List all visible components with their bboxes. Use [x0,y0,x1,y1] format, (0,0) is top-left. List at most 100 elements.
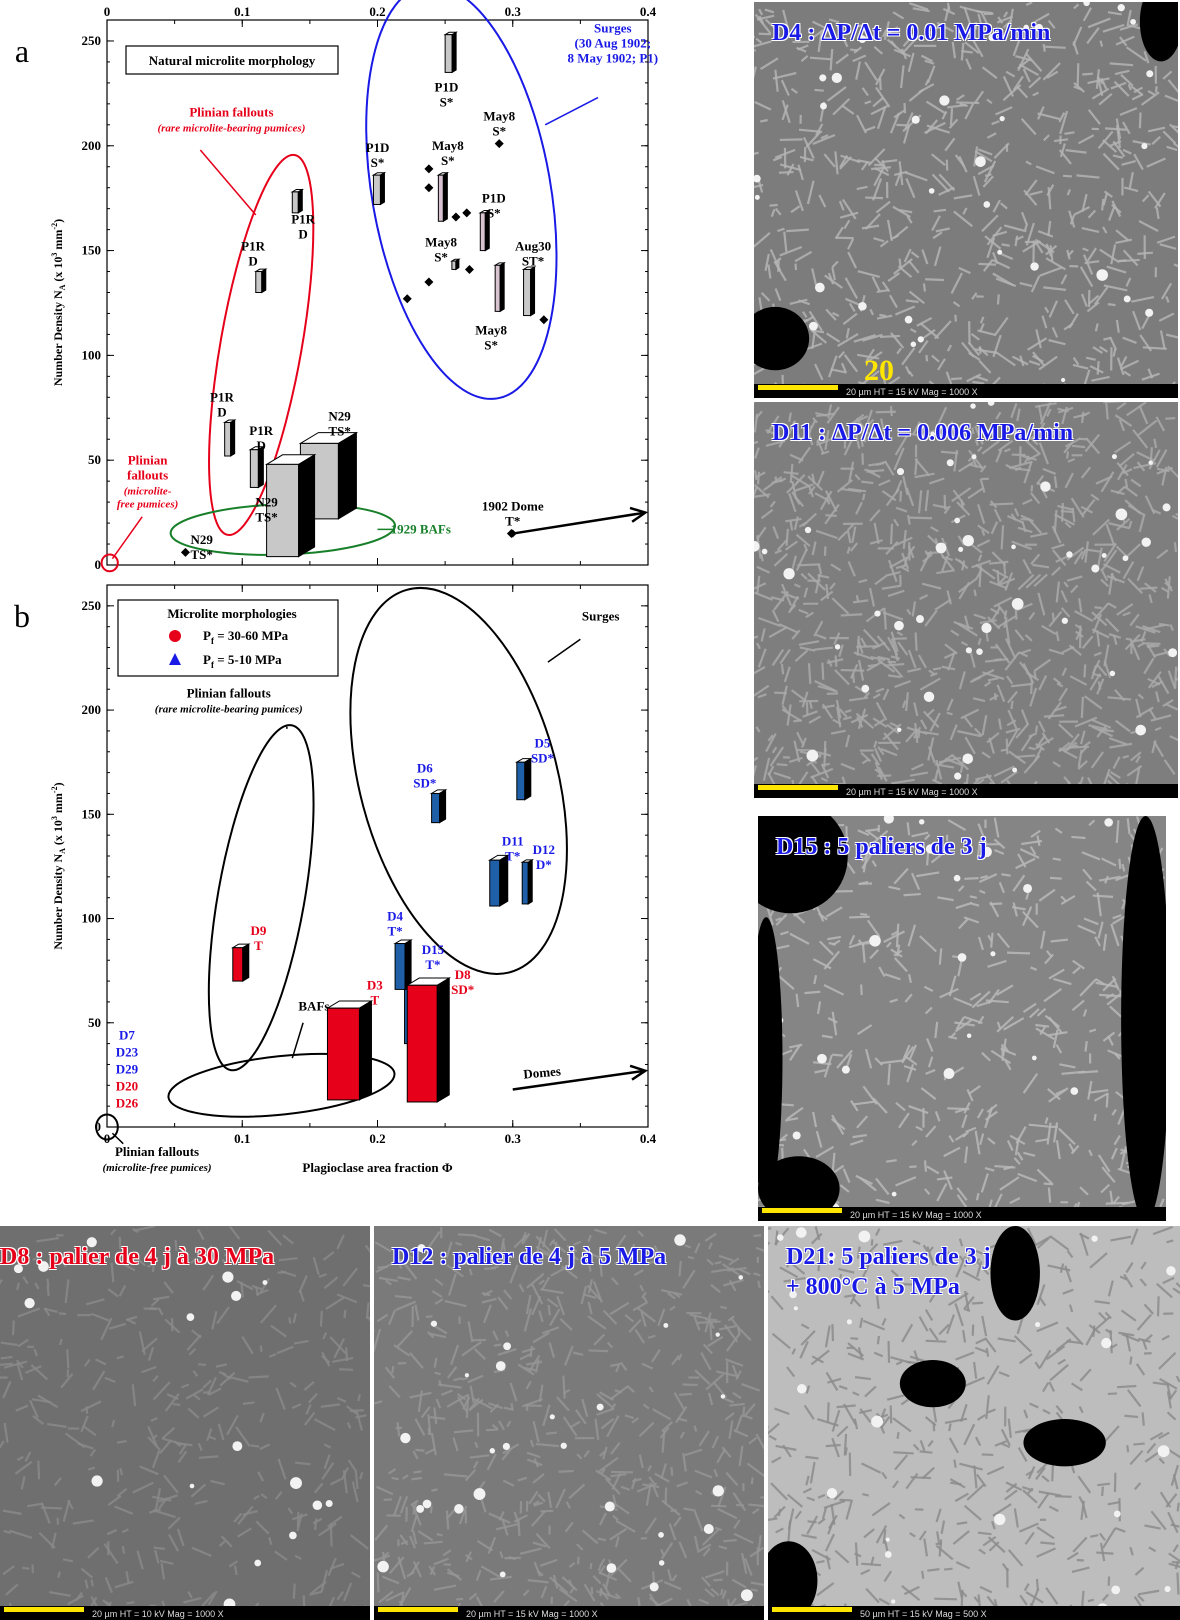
micro-feature [961,1114,968,1129]
micro-feature [799,114,802,124]
micro-feature [517,1476,528,1482]
micro-feature [874,1057,884,1066]
micro-feature [549,1414,555,1420]
micro-feature [1134,1566,1145,1576]
micro-feature [1072,26,1083,47]
micro-feature [761,548,768,555]
micro-feature [1046,408,1052,417]
micro-feature [885,570,901,577]
micro-feature [930,847,951,864]
data-point [451,212,461,222]
micro-feature [519,1501,523,1514]
micro-feature [634,1328,646,1344]
micro-feature [298,1275,308,1294]
micro-feature [735,1503,744,1507]
micro-feature [750,1588,758,1592]
micro-feature [138,1331,146,1355]
micro-feature [659,1426,670,1439]
micro-feature [958,918,969,930]
micro-feature [959,1403,968,1422]
micro-feature [870,656,886,662]
micro-feature [125,1571,130,1584]
micro-feature [875,460,887,467]
micro-feature [199,1591,216,1609]
micro-feature [1023,883,1032,893]
micro-feature [1030,492,1041,505]
micro-feature [887,674,901,679]
micro-feature [116,1487,128,1497]
micro-feature [1142,346,1167,350]
micro-feature [1169,735,1178,746]
micro-feature [707,1335,724,1347]
micro-feature [532,1331,550,1344]
micro-feature [1021,521,1027,533]
micro-feature [610,1363,620,1368]
y-tick-label: 0 [95,1119,102,1134]
scale-number: 20 [864,354,894,387]
micro-feature [382,1575,400,1585]
micro-feature [57,1571,61,1578]
micro-feature [1030,553,1041,565]
micro-feature [799,699,819,703]
micro-feature [783,1276,806,1283]
micro-feature [847,487,867,493]
micro-feature [992,272,1014,287]
micro-feature [1118,1498,1121,1522]
micro-feature [651,1484,659,1498]
micro-feature [1000,1442,1011,1449]
micro-feature [1019,355,1025,367]
micro-feature [718,1254,734,1262]
micro-feature [760,628,766,642]
micro-feature [1084,260,1100,265]
micro-feature [976,539,991,548]
micro-feature [1037,720,1046,733]
micro-feature [763,476,783,492]
micro-feature [772,71,797,80]
caption-d12: D12 : palier de 4 j à 5 MPa [392,1244,667,1270]
micro-feature [722,1278,744,1287]
micro-feature [858,880,869,886]
micro-feature [992,230,1008,237]
micro-feature [869,949,880,960]
micro-feature [806,1515,819,1535]
prism-bar [248,445,266,489]
micro-feature [808,485,816,495]
micro-feature [696,1543,712,1554]
micro-feature [1084,433,1101,453]
micro-feature [1040,930,1046,949]
micro-feature [322,1251,335,1261]
micro-feature [788,493,797,513]
micro-feature [977,936,984,951]
micro-feature [960,42,965,61]
data-label: N29 [190,532,213,547]
micro-feature [1129,639,1141,661]
micro-feature [347,1459,356,1471]
micro-feature [709,1322,713,1341]
micro-feature [745,1415,753,1420]
micro-feature [203,1391,211,1394]
micro-feature [817,1247,822,1272]
micro-feature [1107,11,1122,16]
micro-feature [147,1347,155,1361]
micro-feature [846,530,852,544]
micro-feature [1090,751,1104,769]
micro-feature [1121,863,1126,872]
micro-feature [893,867,909,885]
micro-feature [816,412,836,418]
micro-feature [963,1015,983,1025]
micro-feature [1035,329,1042,349]
micro-feature [312,1500,323,1510]
scale-bar [4,1607,84,1612]
micro-feature [576,1556,580,1565]
prism-side [379,171,385,206]
micro-feature [1011,598,1024,610]
micro-feature [411,1476,423,1481]
micro-feature [430,1332,447,1339]
micro-feature [166,1393,179,1401]
micro-feature [832,311,840,317]
micro-feature [977,1594,982,1610]
micro-feature [879,240,889,248]
micro-feature [1164,94,1178,104]
micro-feature [821,662,825,680]
